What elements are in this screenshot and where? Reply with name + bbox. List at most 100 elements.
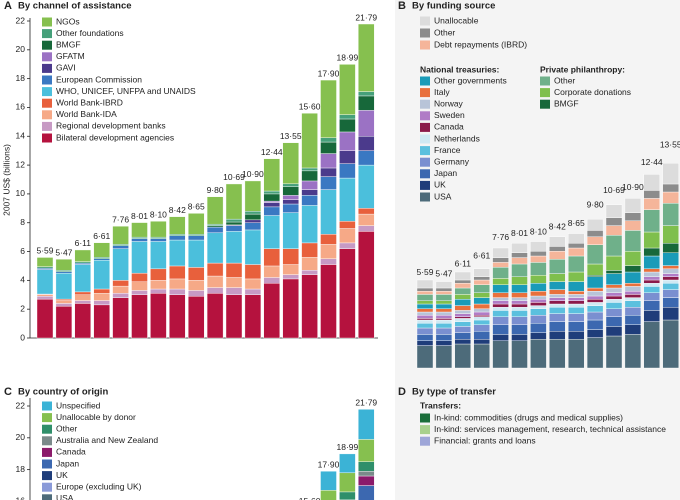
bar-segment <box>169 278 186 290</box>
bar-segment <box>74 300 92 304</box>
bar-segment <box>511 300 528 305</box>
legend-label: Australia and New Zealand <box>56 435 158 445</box>
bar-segment <box>416 323 434 329</box>
legend-swatch <box>540 99 550 109</box>
legend-swatch <box>420 425 430 435</box>
bar-segment <box>586 319 604 330</box>
bar-segment <box>416 300 434 305</box>
bar-segment <box>416 334 434 341</box>
y-tick-label: 16 <box>16 102 26 112</box>
panel-d-bg <box>395 380 680 500</box>
bar-segment <box>586 287 604 292</box>
bar-segment <box>473 315 490 318</box>
bar-segment <box>225 287 243 295</box>
legend-swatch <box>42 447 52 457</box>
bar-segment <box>263 265 280 278</box>
bar-segment <box>206 225 224 228</box>
bar-segment <box>643 198 660 210</box>
legend-swatch <box>42 87 52 97</box>
legend-label: Financial: grants and loans <box>434 435 536 445</box>
bar-segment <box>624 334 642 369</box>
bar-segment <box>320 176 337 190</box>
bar-segment <box>225 218 243 223</box>
bar-segment <box>568 247 585 257</box>
total-label: 6·61 <box>473 250 490 260</box>
bar-segment <box>93 304 110 339</box>
bar-segment <box>358 136 375 151</box>
y-tick-label: 8 <box>20 217 25 227</box>
bar-segment <box>74 294 92 301</box>
bar-segment <box>492 316 509 325</box>
legend-label: Other <box>554 75 575 85</box>
bar-segment <box>549 259 566 274</box>
bar-segment <box>643 310 660 322</box>
legend-label: Japan <box>434 168 457 178</box>
bar-segment <box>530 302 547 306</box>
total-label: 15·60 <box>299 101 321 111</box>
total-label: 8·42 <box>169 205 186 215</box>
legend-swatch <box>42 40 52 50</box>
bar-segment <box>301 270 318 275</box>
bar-segment <box>301 180 318 190</box>
bar-segment <box>605 225 623 236</box>
bar-segment <box>568 313 585 322</box>
legend-swatch <box>420 192 430 202</box>
legend-label: Bilateral development agencies <box>56 132 174 142</box>
total-label: 12·44 <box>261 147 283 157</box>
legend-label: Canada <box>56 447 86 457</box>
bar-segment <box>339 491 356 500</box>
bar-segment <box>112 245 129 249</box>
bar-segment <box>358 164 375 209</box>
bar-segment <box>112 244 129 246</box>
bar-segment <box>339 118 356 133</box>
bar-segment <box>511 316 528 325</box>
bar-segment <box>624 315 642 326</box>
legend-label: UK <box>56 470 68 480</box>
bar-segment <box>169 235 186 241</box>
legend-swatch <box>42 17 52 27</box>
bar-segment <box>169 216 186 235</box>
total-label: 6·61 <box>93 231 110 241</box>
bar-segment <box>568 255 585 273</box>
bar-segment <box>244 229 262 265</box>
bar-segment <box>643 321 660 369</box>
y-tick-label: 18 <box>16 464 26 474</box>
bar-segment <box>473 324 490 332</box>
bar-segment <box>568 307 585 314</box>
legend-label: Norway <box>434 98 464 108</box>
bar-segment <box>662 289 679 298</box>
bar-segment <box>586 302 604 306</box>
bar-segment <box>320 153 337 169</box>
bar-segment <box>320 79 337 138</box>
bar-segment <box>492 297 509 302</box>
legend-label: In-kind: commodities (drugs and medical … <box>434 412 623 422</box>
total-label: 8·01 <box>511 228 528 238</box>
bar-segment <box>36 267 54 270</box>
bar-segment <box>339 248 356 339</box>
bar-segment <box>358 475 375 486</box>
bar-segment <box>93 259 110 290</box>
bar-segment <box>624 307 642 316</box>
bar-segment <box>150 238 167 242</box>
bar-segment <box>643 276 660 281</box>
bar-segment <box>549 331 566 340</box>
bar-segment <box>605 234 623 257</box>
legend-label: Other <box>56 423 77 433</box>
bar-segment <box>74 291 92 295</box>
bar-segment <box>131 272 148 283</box>
legend-swatch <box>42 471 52 481</box>
bar-segment <box>358 150 375 166</box>
bar-segment <box>93 257 110 259</box>
total-label: 13·55 <box>280 131 302 141</box>
bar-segment <box>492 247 509 258</box>
panel-c-bars: 15·60 17·90 18·99 21·79 16 18 20 22 <box>16 398 377 500</box>
bar-segment <box>112 293 129 298</box>
bar-segment <box>206 232 224 264</box>
bar-segment <box>586 276 604 289</box>
bar-segment <box>492 262 509 268</box>
bar-segment <box>454 283 471 289</box>
bar-segment <box>435 318 453 321</box>
legend-swatch <box>42 424 52 434</box>
bar-segment <box>473 268 490 277</box>
